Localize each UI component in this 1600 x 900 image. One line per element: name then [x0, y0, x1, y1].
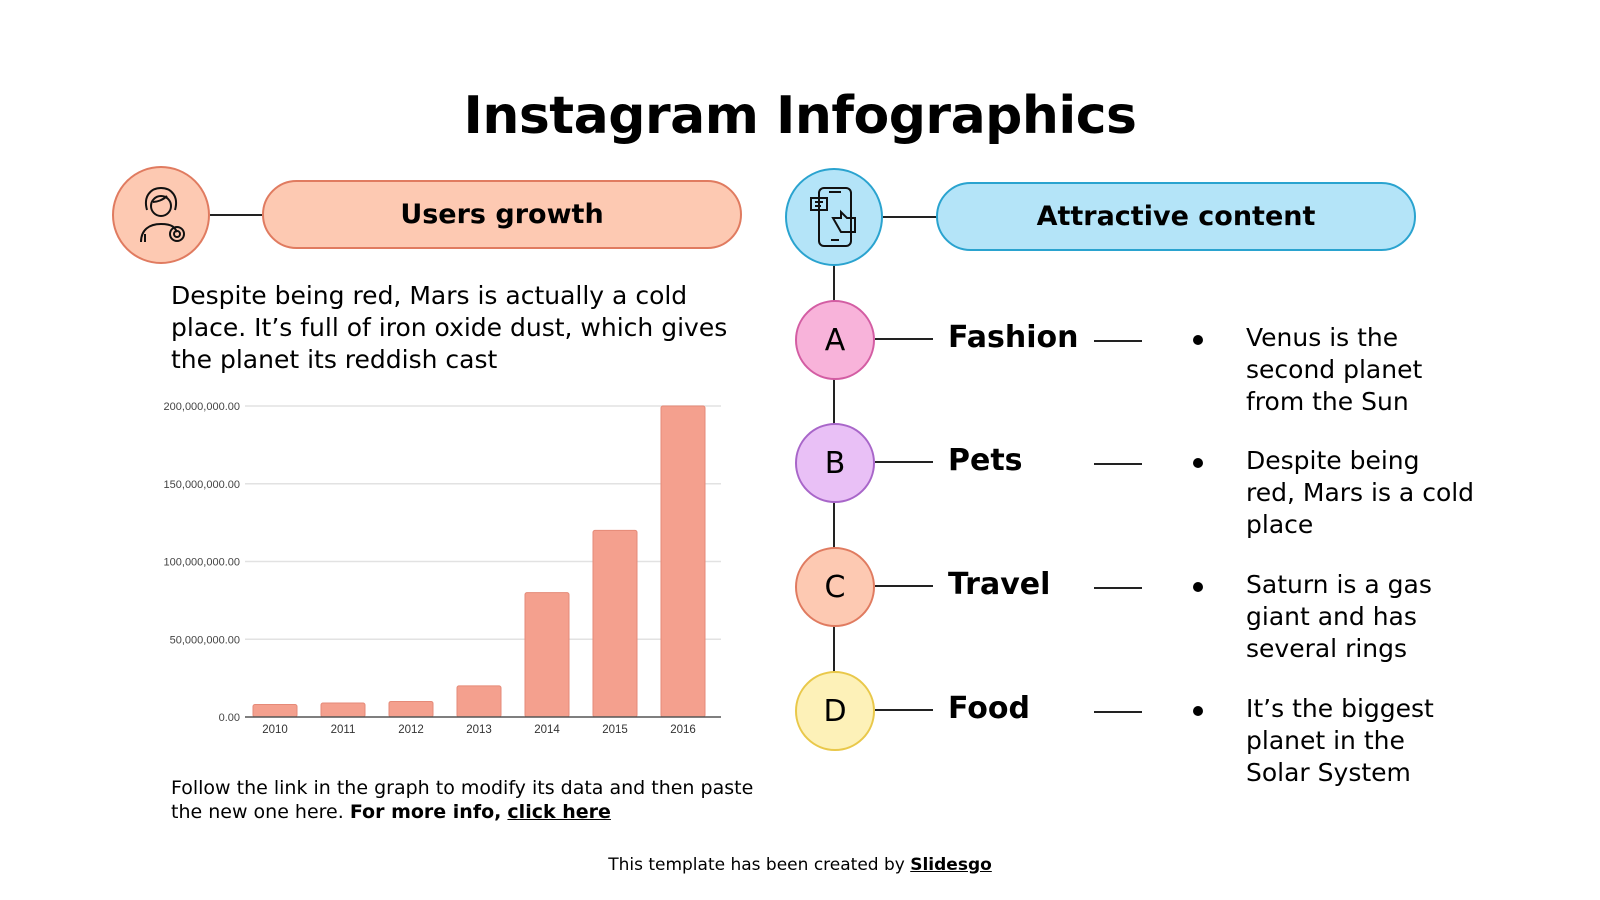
bullet-icon: [1193, 458, 1203, 468]
x-tick-label: 2011: [331, 724, 356, 736]
users-growth-label: Users growth: [400, 199, 604, 230]
item-label: Pets: [948, 443, 1023, 478]
slidesgo-link[interactable]: Slidesgo: [910, 855, 992, 875]
phone-like-icon: [785, 168, 883, 266]
connector-line: [1094, 711, 1142, 713]
attractive-content-header: Attractive content: [936, 182, 1416, 251]
bullet-icon: [1193, 335, 1203, 345]
page-title: Instagram Infographics: [463, 86, 1137, 146]
connector-line: [1094, 463, 1142, 465]
connector-line: [1094, 587, 1142, 589]
user-badge-icon: [112, 166, 210, 264]
y-tick-label: 50,000,000.00: [170, 634, 240, 646]
bar-2015: [592, 529, 638, 718]
item-circle-b: B: [795, 423, 875, 503]
connector-line: [875, 709, 933, 711]
y-tick-label: 200,000,000.00: [164, 401, 240, 413]
x-tick-label: 2010: [262, 724, 288, 736]
users-growth-header: Users growth: [262, 180, 742, 249]
bullet-icon: [1193, 706, 1203, 716]
item-description: Saturn is a gas giant and has several ri…: [1246, 570, 1432, 663]
item-description: Despite being red, Mars is a cold place: [1246, 446, 1475, 539]
item-label: Fashion: [948, 320, 1079, 355]
item-description: It’s the biggest planet in the Solar Sys…: [1246, 694, 1434, 787]
connector-line: [875, 338, 933, 340]
item-label: Travel: [948, 567, 1051, 602]
left-description: Despite being red, Mars is actually a co…: [171, 281, 728, 374]
item-circle-c: C: [795, 547, 875, 627]
item-circle-d: D: [795, 671, 875, 751]
connector-line: [883, 216, 937, 218]
bar-2010: [252, 704, 298, 718]
bullet-icon: [1193, 582, 1203, 592]
item-description: Venus is the second planet from the Sun: [1246, 323, 1423, 416]
y-tick-label: 0.00: [219, 712, 240, 724]
attractive-content-label: Attractive content: [1036, 201, 1316, 232]
y-tick-label: 100,000,000.00: [164, 557, 240, 569]
bar-2016: [660, 405, 706, 718]
connector-line: [210, 214, 262, 216]
x-tick-label: 2012: [398, 724, 424, 736]
y-tick-label: 150,000,000.00: [164, 479, 240, 491]
x-tick-label: 2016: [670, 724, 696, 736]
footer: This template has been created by Slides…: [608, 855, 992, 875]
bar-2014: [524, 592, 570, 718]
click-here-link[interactable]: click here: [507, 801, 611, 823]
x-tick-label: 2015: [602, 724, 628, 736]
chart-note: Follow the link in the graph to modify i…: [171, 777, 754, 823]
bar-2011: [320, 702, 366, 718]
connector-line: [1094, 340, 1142, 342]
connector-line: [875, 585, 933, 587]
bar-2012: [388, 700, 434, 718]
x-tick-label: 2014: [534, 724, 560, 736]
users-growth-chart[interactable]: 0.00 50,000,000.00 100,000,000.00 150,000,0…: [0, 0, 760, 760]
connector-line: [875, 461, 933, 463]
x-tick-label: 2013: [466, 724, 492, 736]
item-label: Food: [948, 691, 1030, 726]
item-circle-a: A: [795, 300, 875, 380]
bar-2013: [456, 685, 502, 718]
